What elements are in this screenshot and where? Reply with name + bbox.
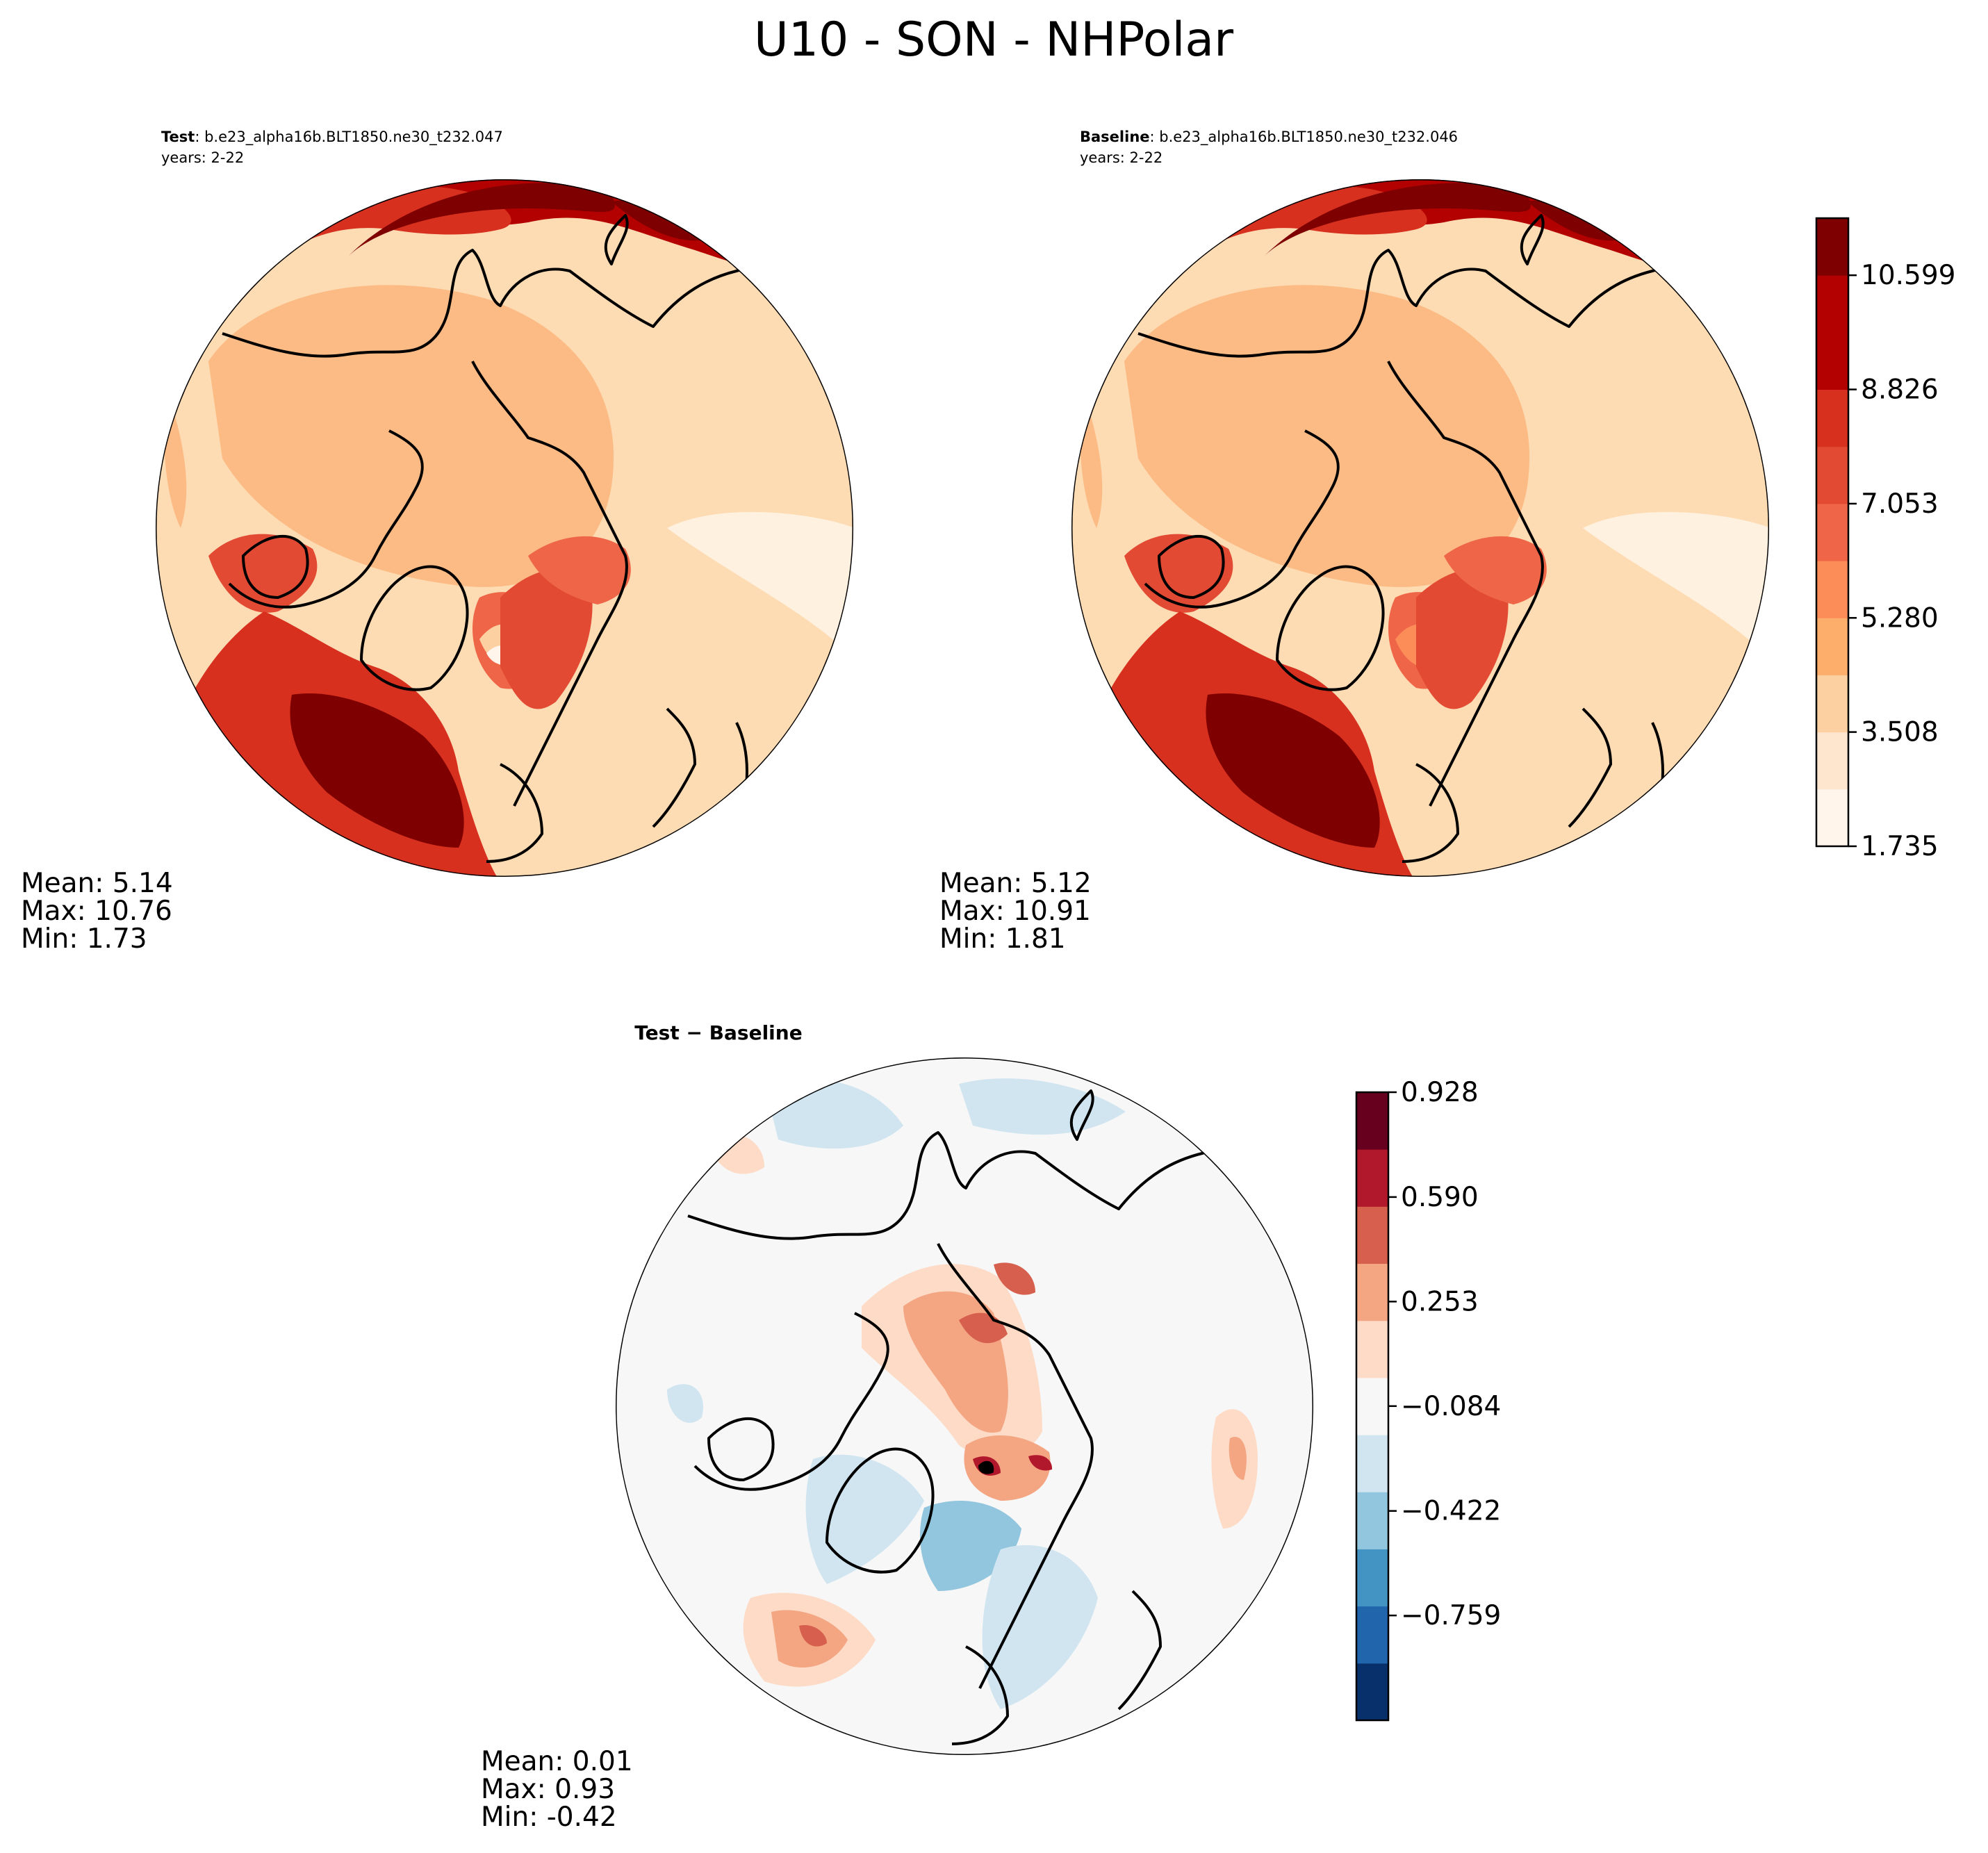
diff-colorbar-tick-label: 0.928	[1401, 1077, 1479, 1108]
main-colorbar-tick-label: 8.826	[1861, 374, 1939, 406]
baseline-label: Baseline	[1080, 129, 1150, 145]
diff-colorbar-tick-label: −0.084	[1401, 1391, 1501, 1422]
main-colorbar-tick-label: 7.053	[1861, 488, 1939, 520]
main-colorbar-segment	[1816, 389, 1848, 447]
main-colorbar-segment	[1816, 561, 1848, 618]
test-panel: Test: b.e23_alpha16b.BLT1850.ne30_t232.0…	[21, 129, 853, 955]
baseline-stat-min: Min: 1.81	[939, 923, 1066, 955]
test-case: : b.e23_alpha16b.BLT1850.ne30_t232.047	[195, 129, 503, 146]
main-colorbar-segment	[1816, 618, 1848, 675]
main-colorbar-tick-label: 1.735	[1861, 831, 1939, 862]
diff-colorbar-segment	[1356, 1206, 1388, 1265]
baseline-years: years: 2-22	[1080, 149, 1163, 166]
main-colorbar-tick-label: 3.508	[1861, 717, 1939, 748]
diff-colorbar-segment	[1356, 1263, 1388, 1321]
diff-colorbar-tick-label: 0.253	[1401, 1286, 1479, 1317]
diff-colorbar-tick-label: −0.422	[1401, 1496, 1501, 1527]
figure-title: U10 - SON - NHPolar	[754, 13, 1233, 67]
diff-stat-mean: Mean: 0.01	[481, 1746, 633, 1777]
main-colorbar: 1.735 3.508 5.280 7.053 8.826 10.599	[1815, 217, 1955, 862]
test-stat-mean: Mean: 5.14	[21, 868, 173, 899]
diff-stat-max: Max: 0.93	[481, 1774, 615, 1805]
baseline-case: : b.e23_alpha16b.BLT1850.ne30_t232.046	[1150, 129, 1459, 146]
baseline-stat-max: Max: 10.91	[939, 896, 1091, 927]
main-colorbar-segment	[1816, 275, 1848, 333]
main-colorbar-segment	[1816, 218, 1848, 276]
diff-stat-min: Min: -0.42	[481, 1802, 617, 1833]
diff-colorbar-tick-label: 0.590	[1401, 1182, 1479, 1213]
diff-colorbar-segment	[1356, 1377, 1388, 1435]
diff-colorbar-segment	[1356, 1663, 1388, 1721]
main-colorbar-tick-label: 5.280	[1861, 602, 1939, 634]
baseline-stat-mean: Mean: 5.12	[939, 868, 1092, 899]
diff-panel: Test − Baseline	[481, 1021, 1313, 1833]
main-colorbar-segment	[1816, 675, 1848, 733]
diff-colorbar-segment	[1356, 1492, 1388, 1549]
baseline-header: Baseline: b.e23_alpha16b.BLT1850.ne30_t2…	[1080, 129, 1458, 146]
main-colorbar-segment	[1816, 446, 1848, 504]
main-colorbar-segment	[1816, 332, 1848, 390]
test-stat-min: Min: 1.73	[21, 923, 147, 955]
test-label: Test	[161, 129, 195, 145]
baseline-map	[1071, 179, 1769, 877]
test-years: years: 2-22	[161, 149, 244, 166]
test-header: Test: b.e23_alpha16b.BLT1850.ne30_t232.0…	[161, 129, 503, 146]
diff-colorbar-segment	[1356, 1092, 1388, 1150]
diff-colorbar-segment	[1356, 1549, 1388, 1607]
diff-colorbar: −0.759 −0.422 −0.084 0.253 0.590 0.928	[1355, 1077, 1501, 1722]
diff-colorbar-segment	[1356, 1149, 1388, 1207]
baseline-panel: Baseline: b.e23_alpha16b.BLT1850.ne30_t2…	[939, 129, 1769, 955]
diff-colorbar-segment	[1356, 1606, 1388, 1664]
test-map	[156, 179, 853, 877]
main-colorbar-segment	[1816, 732, 1848, 790]
diff-colorbar-segment	[1356, 1320, 1388, 1378]
diff-colorbar-segment	[1356, 1435, 1388, 1492]
diff-colorbar-tick-label: −0.759	[1401, 1600, 1501, 1631]
main-colorbar-segment	[1816, 789, 1848, 847]
diff-title: Test − Baseline	[634, 1021, 802, 1044]
test-stat-max: Max: 10.76	[21, 896, 172, 927]
main-colorbar-tick-label: 10.599	[1861, 260, 1955, 291]
diff-map	[616, 1057, 1313, 1755]
main-colorbar-segment	[1816, 503, 1848, 561]
